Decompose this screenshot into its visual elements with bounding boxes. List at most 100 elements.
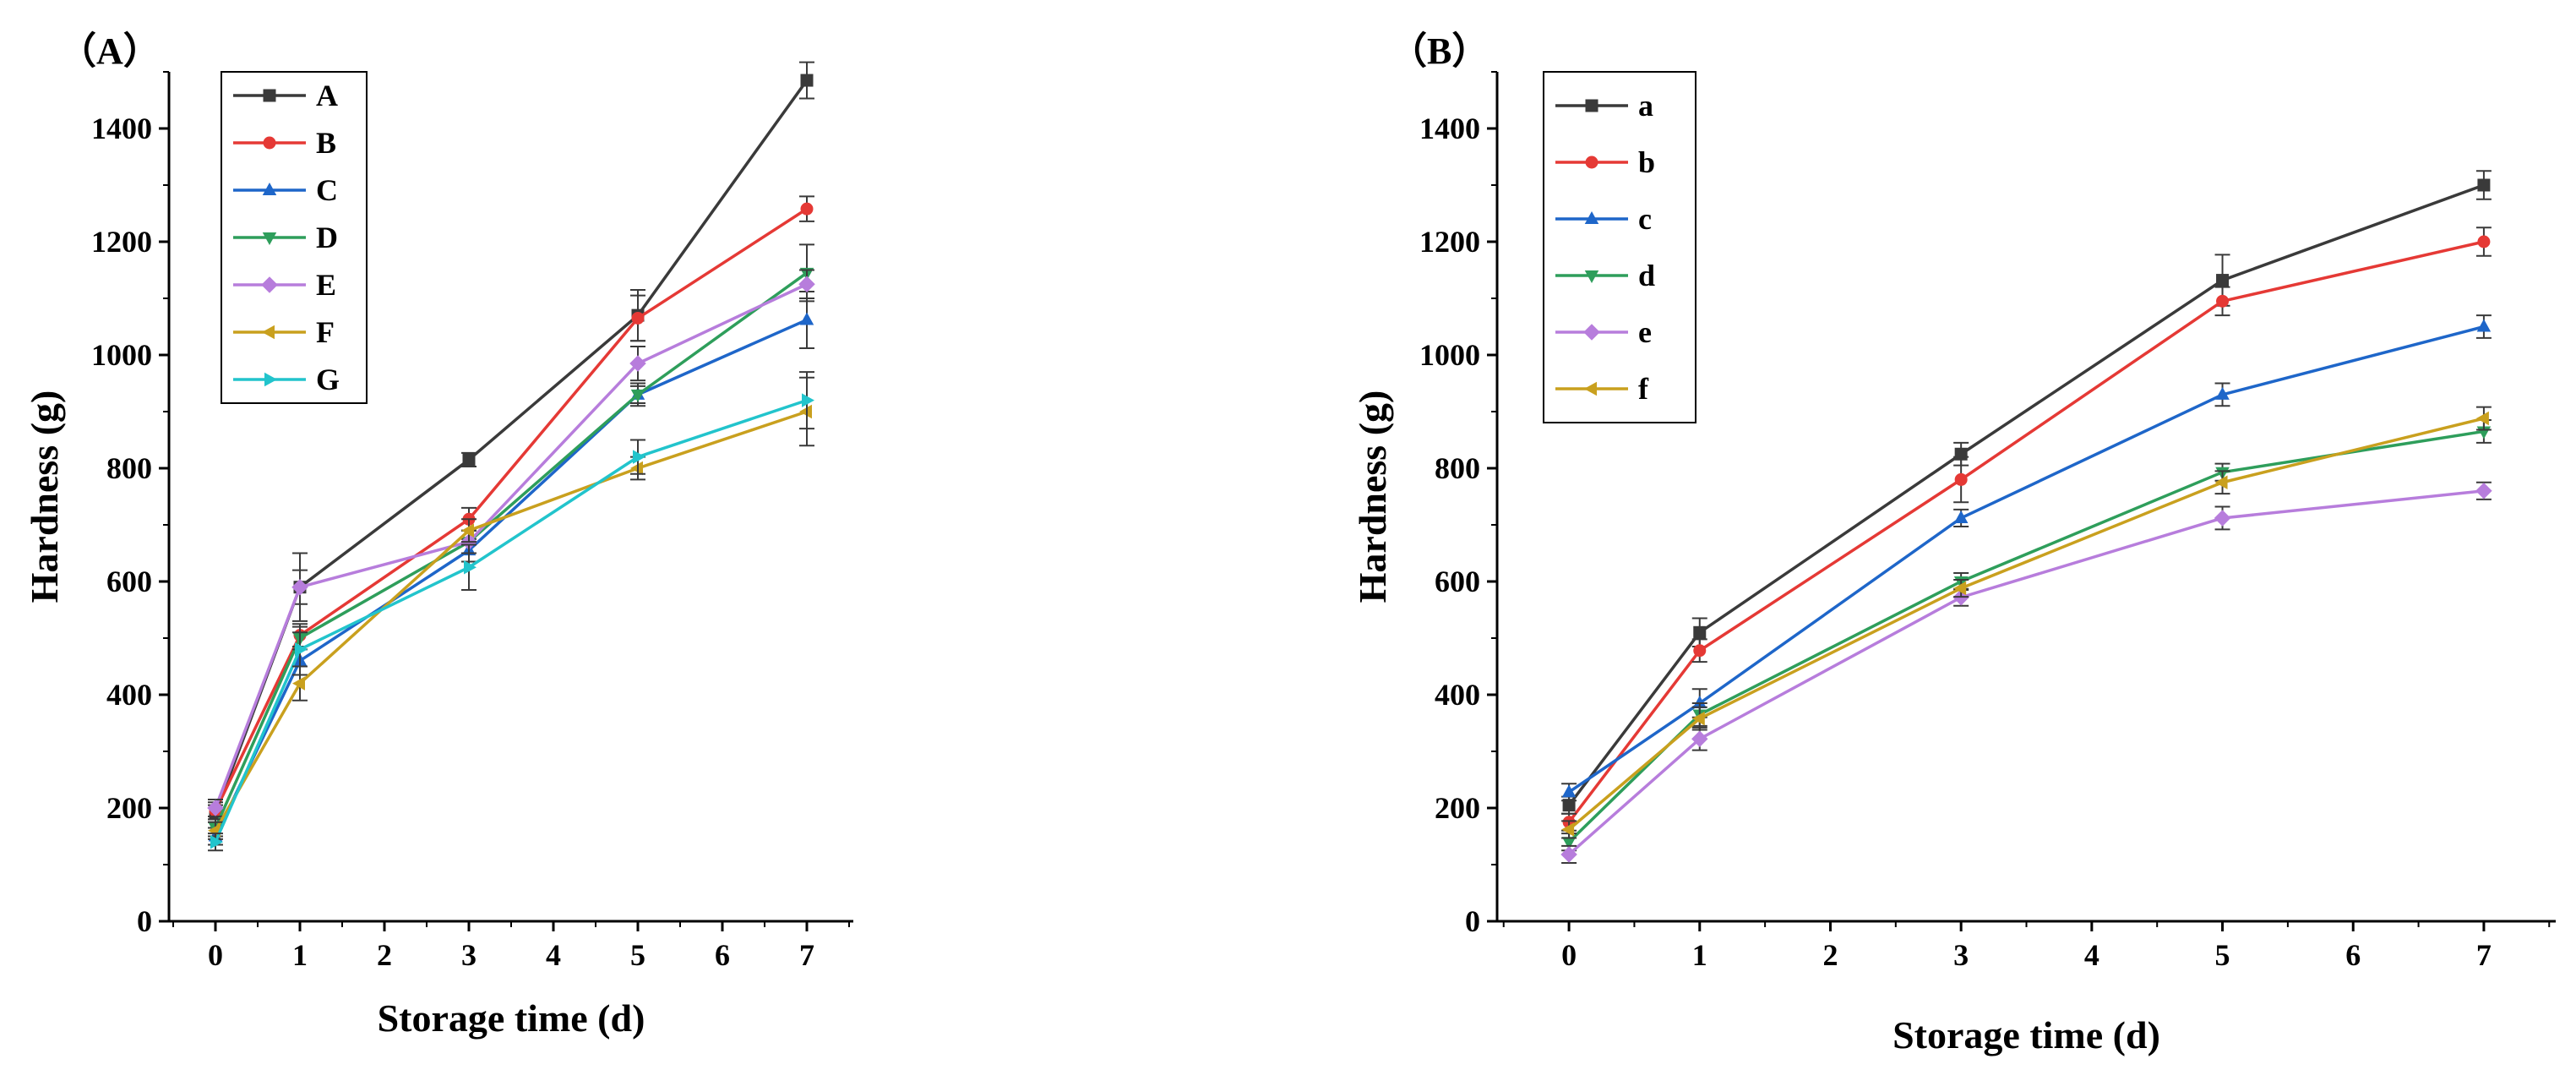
legend-label: A (316, 79, 338, 112)
data-point (800, 202, 814, 216)
legend-item-d: d (1555, 259, 1655, 292)
data-point (1692, 696, 1707, 709)
panel-a: （A） 0 200 400 600 800 1000 1200 1400 0 1 2 3 4 5 6 7 Stor… (23, 30, 853, 1040)
data-point (2477, 235, 2491, 248)
data-point (800, 74, 814, 87)
legend-marker (1584, 211, 1599, 224)
data-point (461, 523, 474, 538)
legend-marker (1583, 324, 1600, 341)
data-point (799, 404, 812, 419)
y-tick-label: 600 (1435, 565, 1480, 598)
data-point (292, 676, 305, 691)
x-tick-label: 0 (208, 938, 223, 972)
legend-label: a (1638, 89, 1653, 123)
y-tick-label: 1200 (1419, 225, 1480, 259)
legend-item-G: G (233, 363, 340, 396)
y-tick-label: 0 (1465, 904, 1480, 938)
data-point (1561, 822, 1575, 837)
data-point (1953, 581, 1967, 596)
data-point (462, 453, 476, 467)
panel-label: （A） (59, 30, 161, 72)
data-point (2216, 274, 2230, 287)
legend-label: d (1638, 259, 1655, 292)
series-F (208, 376, 814, 840)
x-tick-label: 4 (2084, 938, 2099, 972)
y-tick-label: 400 (1435, 678, 1480, 712)
x-tick-label: 2 (377, 938, 392, 972)
data-point (630, 461, 643, 476)
legend-marker (261, 276, 278, 293)
legend-label: G (316, 363, 340, 396)
legend-item-A: A (233, 79, 338, 112)
legend-marker (263, 136, 276, 150)
data-point (1561, 837, 1577, 850)
data-point (2216, 294, 2230, 308)
y-tick-label: 800 (1435, 451, 1480, 485)
data-point (2214, 475, 2228, 489)
x-tick-label: 7 (2476, 938, 2492, 972)
data-point (629, 355, 646, 372)
legend-box (1543, 71, 1696, 423)
y-tick-label: 1000 (91, 338, 152, 372)
x-tick-label: 5 (2215, 938, 2230, 972)
legend-marker (262, 183, 277, 195)
panel-label: （B） (1390, 30, 1489, 72)
legend-label: c (1638, 202, 1652, 236)
legend-item-D: D (233, 221, 338, 254)
data-point (2214, 510, 2231, 527)
y-tick-label: 1000 (1419, 338, 1480, 372)
data-point (1691, 711, 1705, 726)
legend-item-c: c (1555, 202, 1652, 236)
x-tick-label: 1 (1692, 938, 1707, 972)
x-axis-title: Storage time (d) (1893, 1013, 2160, 1056)
x-tick-label: 6 (715, 938, 730, 972)
legend-marker (1585, 156, 1598, 169)
x-tick-label: 1 (292, 938, 308, 972)
x-axis-title: Storage time (d) (378, 996, 645, 1040)
data-point (2475, 411, 2489, 426)
y-tick-label: 200 (1435, 791, 1480, 825)
data-point (630, 389, 645, 402)
data-point (1691, 730, 1708, 748)
legend-marker (262, 232, 277, 245)
legend-label: b (1638, 145, 1655, 179)
legend-label: D (316, 221, 338, 254)
x-tick-label: 3 (1953, 938, 1969, 972)
data-point (291, 578, 308, 596)
legend-marker (1584, 270, 1599, 283)
y-tick-label: 600 (106, 565, 152, 598)
series-line (1567, 429, 2485, 843)
y-axis-title: Hardness (g) (23, 390, 66, 603)
legend-marker (264, 372, 277, 387)
data-point (1693, 625, 1707, 639)
y-tick-label: 800 (106, 451, 152, 485)
y-tick-label: 1400 (1419, 112, 1480, 145)
series-c (1561, 314, 2492, 802)
y-tick-label: 400 (106, 678, 152, 712)
legend-label: B (316, 126, 336, 160)
data-point (799, 312, 814, 325)
y-tick-label: 1400 (91, 112, 152, 145)
legend-label: E (316, 268, 336, 302)
data-point (295, 642, 308, 657)
data-point (1562, 799, 1576, 812)
data-point (1693, 644, 1707, 658)
x-tick-label: 5 (630, 938, 645, 972)
data-point (2215, 386, 2230, 400)
data-point (633, 450, 645, 464)
legend-marker (263, 89, 276, 102)
series-e (1560, 481, 2492, 864)
y-axis-title: Hardness (g) (1351, 390, 1394, 603)
data-point (2477, 178, 2491, 192)
legend-label: F (316, 315, 335, 349)
legend-label: C (316, 173, 338, 207)
x-tick-label: 2 (1822, 938, 1838, 972)
data-point (1953, 510, 1969, 523)
x-tick-label: 0 (1561, 938, 1577, 972)
data-point (631, 311, 645, 325)
legend-marker (1585, 99, 1598, 112)
x-tick-label: 4 (546, 938, 561, 972)
legend-item-B: B (233, 126, 336, 160)
data-point (798, 276, 815, 292)
